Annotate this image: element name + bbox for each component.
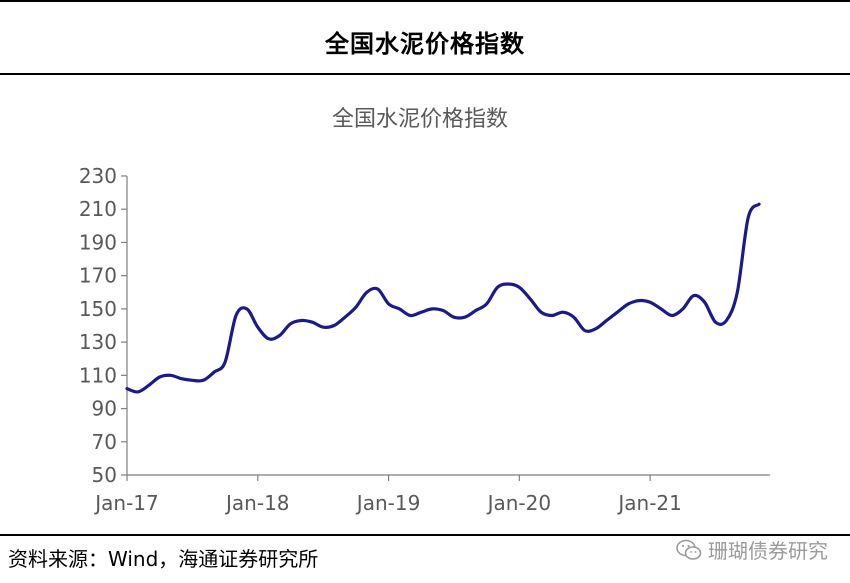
line-chart: 全国水泥价格指数 50 70 90 110 130 150 170 190 210 230 Jan… xyxy=(79,107,770,515)
header-divider xyxy=(0,73,850,75)
y-tick-label: 110 xyxy=(79,363,117,387)
y-tick-label: 70 xyxy=(92,430,117,454)
watermark-text: 珊瑚债券研究 xyxy=(708,539,828,563)
x-tick-label: Jan-21 xyxy=(616,491,682,515)
series-group xyxy=(125,202,761,394)
page-title: 全国水泥价格指数 xyxy=(325,30,525,58)
y-tick-label: 50 xyxy=(92,463,117,487)
x-axis: Jan-17 Jan-18 Jan-19 Jan-20 Jan-21 xyxy=(93,474,770,515)
wechat-icon xyxy=(676,539,702,560)
y-tick-label: 130 xyxy=(79,330,117,354)
source-note: 资料来源：Wind，海通证券研究所 xyxy=(8,547,319,571)
y-tick-label: 90 xyxy=(92,397,117,421)
y-tick-label: 230 xyxy=(79,164,117,188)
x-tick-label: Jan-18 xyxy=(224,491,290,515)
x-tick-label: Jan-17 xyxy=(93,491,159,515)
chart-title: 全国水泥价格指数 xyxy=(332,107,508,132)
top-rule xyxy=(0,0,850,2)
x-tick-label: Jan-20 xyxy=(486,491,552,515)
watermark: 珊瑚债券研究 xyxy=(676,535,828,564)
series-line xyxy=(125,202,761,394)
y-tick-label: 170 xyxy=(79,264,117,288)
y-tick-label: 150 xyxy=(79,297,117,321)
x-tick-label: Jan-19 xyxy=(355,491,421,515)
y-tick-label: 190 xyxy=(79,230,117,254)
footer-divider xyxy=(0,534,850,536)
y-tick-label: 210 xyxy=(79,197,117,221)
y-axis: 50 70 90 110 130 150 170 190 210 230 xyxy=(79,164,128,487)
